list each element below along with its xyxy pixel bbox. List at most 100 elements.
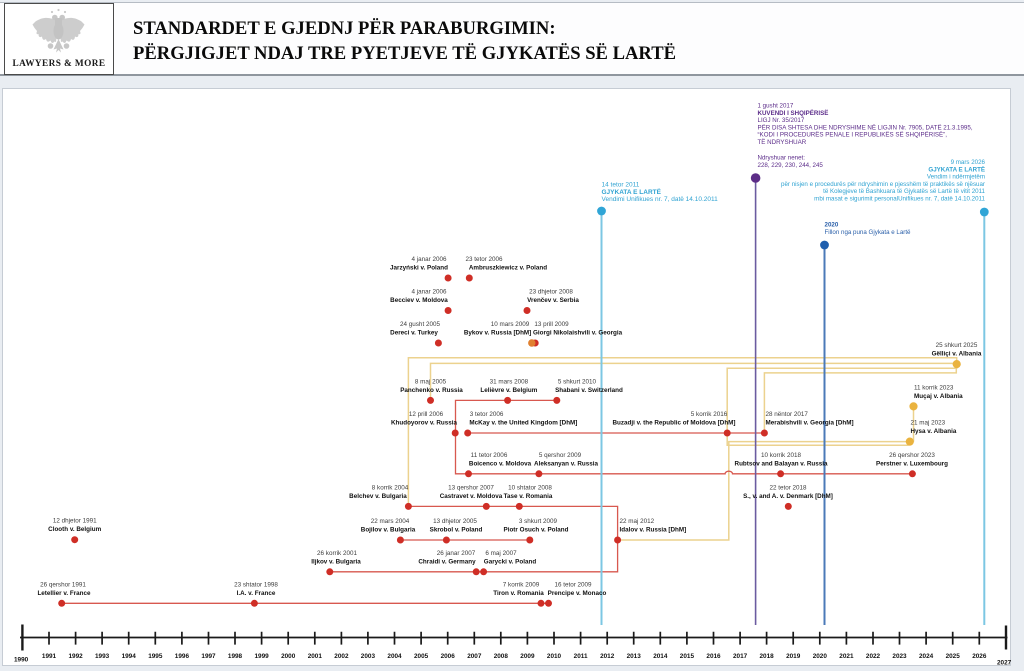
svg-text:2006: 2006 bbox=[441, 653, 456, 660]
svg-text:2027: 2027 bbox=[997, 660, 1012, 667]
svg-text:Chraidi v. Germany: Chraidi v. Germany bbox=[418, 558, 476, 565]
svg-text:3 shkurt 2009: 3 shkurt 2009 bbox=[519, 518, 558, 525]
svg-text:24 gusht 2005: 24 gusht 2005 bbox=[400, 321, 440, 328]
svg-text:8 maj 2005: 8 maj 2005 bbox=[415, 378, 447, 385]
svg-text:McKay v. the United Kingdom [D: McKay v. the United Kingdom [DhM] bbox=[469, 420, 577, 427]
svg-text:Vendimi Unifikues nr. 7, datë: Vendimi Unifikues nr. 7, datë 14.10.2011 bbox=[602, 196, 719, 203]
svg-text:13 qershor 2007: 13 qershor 2007 bbox=[448, 484, 494, 491]
svg-text:2022: 2022 bbox=[866, 653, 881, 660]
svg-text:LIGJ Nr. 35/2017: LIGJ Nr. 35/2017 bbox=[758, 117, 805, 124]
svg-text:2002: 2002 bbox=[334, 653, 349, 660]
svg-text:2024: 2024 bbox=[919, 653, 934, 660]
svg-text:2010: 2010 bbox=[547, 653, 562, 660]
svg-text:I.A. v. France: I.A. v. France bbox=[237, 590, 276, 597]
svg-text:4 janar 2006: 4 janar 2006 bbox=[411, 256, 447, 263]
svg-text:KUVENDI I SHQIPËRISË: KUVENDI I SHQIPËRISË bbox=[758, 110, 829, 117]
svg-text:Dereci v. Turkey: Dereci v. Turkey bbox=[390, 330, 438, 337]
svg-text:1996: 1996 bbox=[175, 653, 190, 660]
svg-text:2016: 2016 bbox=[706, 653, 721, 660]
svg-text:14 tetor 2011: 14 tetor 2011 bbox=[602, 182, 640, 189]
svg-text:2025: 2025 bbox=[946, 653, 961, 660]
svg-text:12 dhjetor 1991: 12 dhjetor 1991 bbox=[53, 518, 97, 525]
svg-text:21 maj 2023: 21 maj 2023 bbox=[911, 420, 946, 427]
svg-text:5 korrik 2016: 5 korrik 2016 bbox=[691, 411, 728, 418]
svg-text:të Kolegjeve të Bashkuara të G: të Kolegjeve të Bashkuara të Gjykatës së… bbox=[823, 188, 985, 195]
svg-text:2015: 2015 bbox=[680, 653, 695, 660]
svg-text:Ndryshuar nenet:: Ndryshuar nenet: bbox=[758, 155, 806, 162]
svg-text:Rubtsov and Balayan v. Russia: Rubtsov and Balayan v. Russia bbox=[735, 460, 828, 467]
svg-text:5 qershor 2009: 5 qershor 2009 bbox=[539, 452, 582, 459]
svg-text:2019: 2019 bbox=[786, 653, 801, 660]
svg-text:1991: 1991 bbox=[42, 653, 57, 660]
svg-text:228, 229, 230, 244, 245: 228, 229, 230, 244, 245 bbox=[758, 162, 824, 169]
svg-text:2000: 2000 bbox=[281, 653, 296, 660]
svg-text:GJYKATA E LARTË: GJYKATA E LARTË bbox=[602, 188, 662, 196]
svg-text:26 qershor 1991: 26 qershor 1991 bbox=[40, 581, 86, 588]
svg-text:2018: 2018 bbox=[759, 653, 774, 660]
svg-text:1992: 1992 bbox=[68, 653, 83, 660]
svg-text:Tase v. Romania: Tase v. Romania bbox=[504, 493, 553, 500]
svg-text:2020: 2020 bbox=[813, 653, 828, 660]
svg-text:11 korrik 2023: 11 korrik 2023 bbox=[914, 384, 954, 391]
svg-text:2020: 2020 bbox=[825, 222, 839, 229]
svg-text:“KODI I PROCEDURËS PENALE I RE: “KODI I PROCEDURËS PENALE I REPUBLIKËS S… bbox=[758, 132, 948, 139]
svg-text:16 tetor 2009: 16 tetor 2009 bbox=[554, 581, 592, 588]
svg-text:Merabishvili v. Georgia [DhM]: Merabishvili v. Georgia [DhM] bbox=[766, 420, 854, 427]
svg-text:Jarzyński v. Poland: Jarzyński v. Poland bbox=[390, 265, 448, 272]
svg-text:26 korrik 2001: 26 korrik 2001 bbox=[317, 550, 357, 557]
svg-text:1997: 1997 bbox=[201, 653, 216, 660]
svg-text:Vendim i ndërmjetëm: Vendim i ndërmjetëm bbox=[927, 174, 985, 181]
svg-text:Boicenco v. Moldova: Boicenco v. Moldova bbox=[469, 460, 532, 467]
svg-text:1994: 1994 bbox=[122, 653, 137, 660]
svg-text:22 tetor 2018: 22 tetor 2018 bbox=[769, 484, 807, 491]
svg-text:Letellier v. France: Letellier v. France bbox=[37, 590, 91, 597]
svg-text:2009: 2009 bbox=[520, 653, 535, 660]
svg-text:Vrenčev v. Serbia: Vrenčev v. Serbia bbox=[527, 297, 579, 304]
svg-text:2012: 2012 bbox=[600, 653, 615, 660]
svg-text:11 tetor 2006: 11 tetor 2006 bbox=[471, 452, 508, 459]
svg-text:S., v. and A. v. Denmark [DhM]: S., v. and A. v. Denmark [DhM] bbox=[743, 493, 833, 500]
svg-text:10 korrik 2018: 10 korrik 2018 bbox=[761, 452, 801, 459]
svg-text:10 shtator 2008: 10 shtator 2008 bbox=[508, 484, 552, 491]
svg-text:1990: 1990 bbox=[14, 657, 29, 664]
svg-text:23 shtator 1998: 23 shtator 1998 bbox=[234, 581, 278, 588]
svg-text:Skrobol v. Poland: Skrobol v. Poland bbox=[430, 527, 483, 534]
svg-text:13 prill 2009: 13 prill 2009 bbox=[534, 321, 569, 328]
svg-text:Hysa v. Albania: Hysa v. Albania bbox=[911, 428, 957, 435]
svg-text:Iljkov v. Bulgaria: Iljkov v. Bulgaria bbox=[311, 558, 361, 565]
svg-text:8 korrik 2004: 8 korrik 2004 bbox=[372, 484, 409, 491]
svg-text:22 maj 2012: 22 maj 2012 bbox=[620, 518, 655, 525]
svg-text:2021: 2021 bbox=[839, 653, 854, 660]
svg-text:26 qershor 2023: 26 qershor 2023 bbox=[889, 452, 935, 459]
svg-text:1998: 1998 bbox=[228, 653, 243, 660]
svg-text:Becciev v. Moldova: Becciev v. Moldova bbox=[390, 297, 448, 304]
svg-text:Bojilov v. Bulgaria: Bojilov v. Bulgaria bbox=[361, 527, 416, 534]
svg-text:Idalov v. Russia [DhM]: Idalov v. Russia [DhM] bbox=[620, 527, 687, 534]
svg-text:Bykov v. Russia [DhM] Giorgi N: Bykov v. Russia [DhM] Giorgi Nikolaishvi… bbox=[464, 330, 623, 337]
svg-text:5 shkurt 2010: 5 shkurt 2010 bbox=[558, 378, 597, 385]
svg-text:25 shkurt 2025: 25 shkurt 2025 bbox=[936, 342, 978, 349]
svg-text:TË NDRYSHUAR: TË NDRYSHUAR bbox=[758, 139, 807, 146]
svg-text:Clooth v. Belgium: Clooth v. Belgium bbox=[48, 526, 101, 533]
svg-text:13 dhjetor 2005: 13 dhjetor 2005 bbox=[433, 518, 477, 525]
svg-text:Perstner v. Luxembourg: Perstner v. Luxembourg bbox=[876, 460, 948, 467]
svg-text:Lelièvre v. Belgium: Lelièvre v. Belgium bbox=[480, 387, 537, 394]
svg-text:7 korrik 2009: 7 korrik 2009 bbox=[503, 581, 540, 588]
svg-text:23 tetor 2006: 23 tetor 2006 bbox=[465, 256, 503, 263]
svg-text:Panchenko v. Russia: Panchenko v. Russia bbox=[400, 387, 463, 394]
svg-text:1 gusht 2017: 1 gusht 2017 bbox=[758, 103, 794, 110]
svg-text:2007: 2007 bbox=[467, 653, 482, 660]
svg-text:Ambruszkiewicz v. Poland: Ambruszkiewicz v. Poland bbox=[469, 265, 547, 272]
svg-text:10 mars 2009: 10 mars 2009 bbox=[491, 321, 530, 328]
svg-text:mbi masat e sigurimit personal: mbi masat e sigurimit personalUnifikues … bbox=[814, 196, 985, 203]
svg-text:31 mars 2008: 31 mars 2008 bbox=[490, 378, 529, 385]
svg-text:1995: 1995 bbox=[148, 653, 163, 660]
svg-text:Fillon nga puna Gjykata e Lart: Fillon nga puna Gjykata e Lartë bbox=[825, 229, 912, 236]
svg-text:për nisjen e procedurës për nd: për nisjen e procedurës për ndryshimin e… bbox=[781, 181, 985, 188]
svg-text:2023: 2023 bbox=[892, 653, 907, 660]
svg-text:Shabani v. Switzerland: Shabani v. Switzerland bbox=[555, 387, 623, 394]
svg-text:1993: 1993 bbox=[95, 653, 110, 660]
svg-text:2008: 2008 bbox=[494, 653, 509, 660]
svg-text:23 dhjetor 2008: 23 dhjetor 2008 bbox=[529, 289, 573, 296]
svg-text:Gëlliçi v. Albania: Gëlliçi v. Albania bbox=[932, 351, 982, 358]
